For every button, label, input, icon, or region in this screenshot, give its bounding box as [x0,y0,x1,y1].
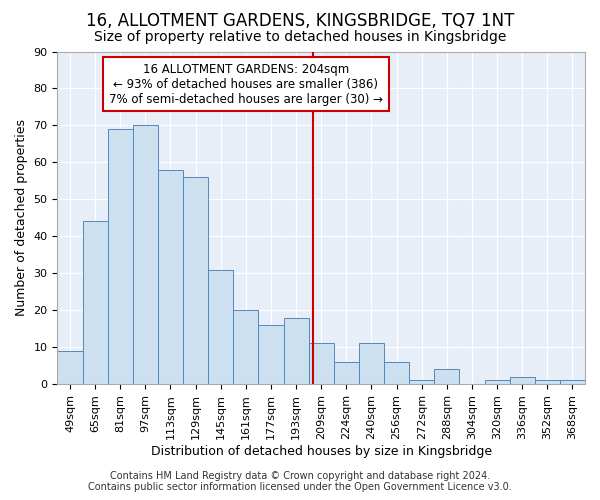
Bar [83,222,107,384]
Bar [259,325,284,384]
Bar [183,177,208,384]
Bar [560,380,585,384]
Bar [359,344,384,384]
Bar [233,310,259,384]
Bar [284,318,308,384]
Bar [308,344,334,384]
Bar [535,380,560,384]
Text: Contains HM Land Registry data © Crown copyright and database right 2024.
Contai: Contains HM Land Registry data © Crown c… [88,471,512,492]
Bar [107,129,133,384]
Text: 16, ALLOTMENT GARDENS, KINGSBRIDGE, TQ7 1NT: 16, ALLOTMENT GARDENS, KINGSBRIDGE, TQ7 … [86,12,514,30]
X-axis label: Distribution of detached houses by size in Kingsbridge: Distribution of detached houses by size … [151,444,492,458]
Bar [158,170,183,384]
Bar [509,376,535,384]
Text: Size of property relative to detached houses in Kingsbridge: Size of property relative to detached ho… [94,30,506,44]
Bar [485,380,509,384]
Bar [409,380,434,384]
Bar [384,362,409,384]
Y-axis label: Number of detached properties: Number of detached properties [15,120,28,316]
Bar [133,126,158,384]
Text: 16 ALLOTMENT GARDENS: 204sqm
← 93% of detached houses are smaller (386)
7% of se: 16 ALLOTMENT GARDENS: 204sqm ← 93% of de… [109,62,383,106]
Bar [208,270,233,384]
Bar [334,362,359,384]
Bar [434,370,460,384]
Bar [58,351,83,384]
